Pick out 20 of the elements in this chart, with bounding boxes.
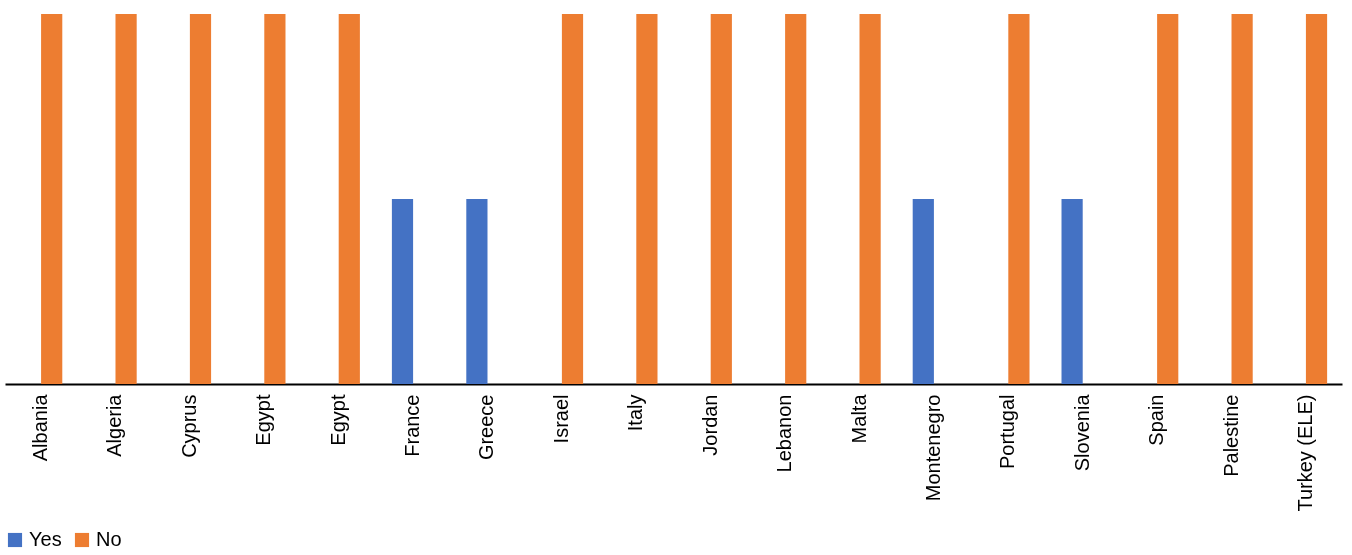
x-tick-label: Egypt <box>252 394 275 446</box>
x-tick-label: Italy <box>624 394 647 432</box>
x-tick-label: Greece <box>475 394 498 461</box>
x-tick-label: Albania <box>29 393 52 462</box>
x-tick-label: Cyprus <box>177 394 200 458</box>
x-tick-label: France <box>401 394 424 457</box>
x-tick-label: Israel <box>549 394 572 444</box>
x-tick-label: Turkey (ELE) <box>1293 394 1316 512</box>
x-tick-label: Algeria <box>103 393 126 457</box>
legend-label: No <box>96 528 122 550</box>
x-tick-label: Slovenia <box>1070 393 1093 472</box>
x-tick-label: Jordan <box>698 394 721 456</box>
x-tick-label: Malta <box>847 393 870 444</box>
x-tick-label: Lebanon <box>773 394 796 473</box>
x-tick-label: Spain <box>1145 394 1168 446</box>
x-tick-label: Montenegro <box>921 394 944 502</box>
legend-label: Yes <box>29 528 62 550</box>
x-tick-label: Egypt <box>326 394 349 446</box>
x-tick-label: Palestine <box>1219 394 1242 477</box>
x-tick-label: Portugal <box>996 394 1019 469</box>
